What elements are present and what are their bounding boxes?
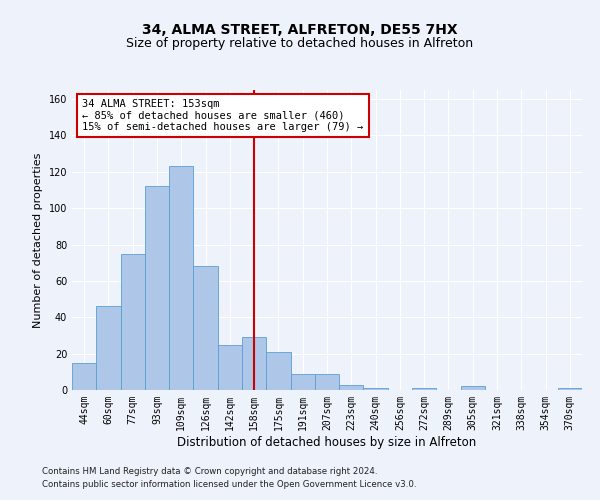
Bar	[218, 344, 242, 390]
Bar	[315, 374, 339, 390]
Bar	[121, 254, 145, 390]
X-axis label: Distribution of detached houses by size in Alfreton: Distribution of detached houses by size …	[178, 436, 476, 448]
Bar	[145, 186, 169, 390]
Bar	[364, 388, 388, 390]
Bar	[242, 338, 266, 390]
Text: Size of property relative to detached houses in Alfreton: Size of property relative to detached ho…	[127, 38, 473, 51]
Bar	[72, 362, 96, 390]
Y-axis label: Number of detached properties: Number of detached properties	[33, 152, 43, 328]
Bar	[266, 352, 290, 390]
Text: Contains public sector information licensed under the Open Government Licence v3: Contains public sector information licen…	[42, 480, 416, 489]
Bar	[96, 306, 121, 390]
Bar	[169, 166, 193, 390]
Bar	[339, 384, 364, 390]
Text: 34 ALMA STREET: 153sqm
← 85% of detached houses are smaller (460)
15% of semi-de: 34 ALMA STREET: 153sqm ← 85% of detached…	[82, 99, 364, 132]
Bar	[290, 374, 315, 390]
Bar	[193, 266, 218, 390]
Bar	[461, 386, 485, 390]
Bar	[412, 388, 436, 390]
Bar	[558, 388, 582, 390]
Text: 34, ALMA STREET, ALFRETON, DE55 7HX: 34, ALMA STREET, ALFRETON, DE55 7HX	[142, 22, 458, 36]
Text: Contains HM Land Registry data © Crown copyright and database right 2024.: Contains HM Land Registry data © Crown c…	[42, 467, 377, 476]
